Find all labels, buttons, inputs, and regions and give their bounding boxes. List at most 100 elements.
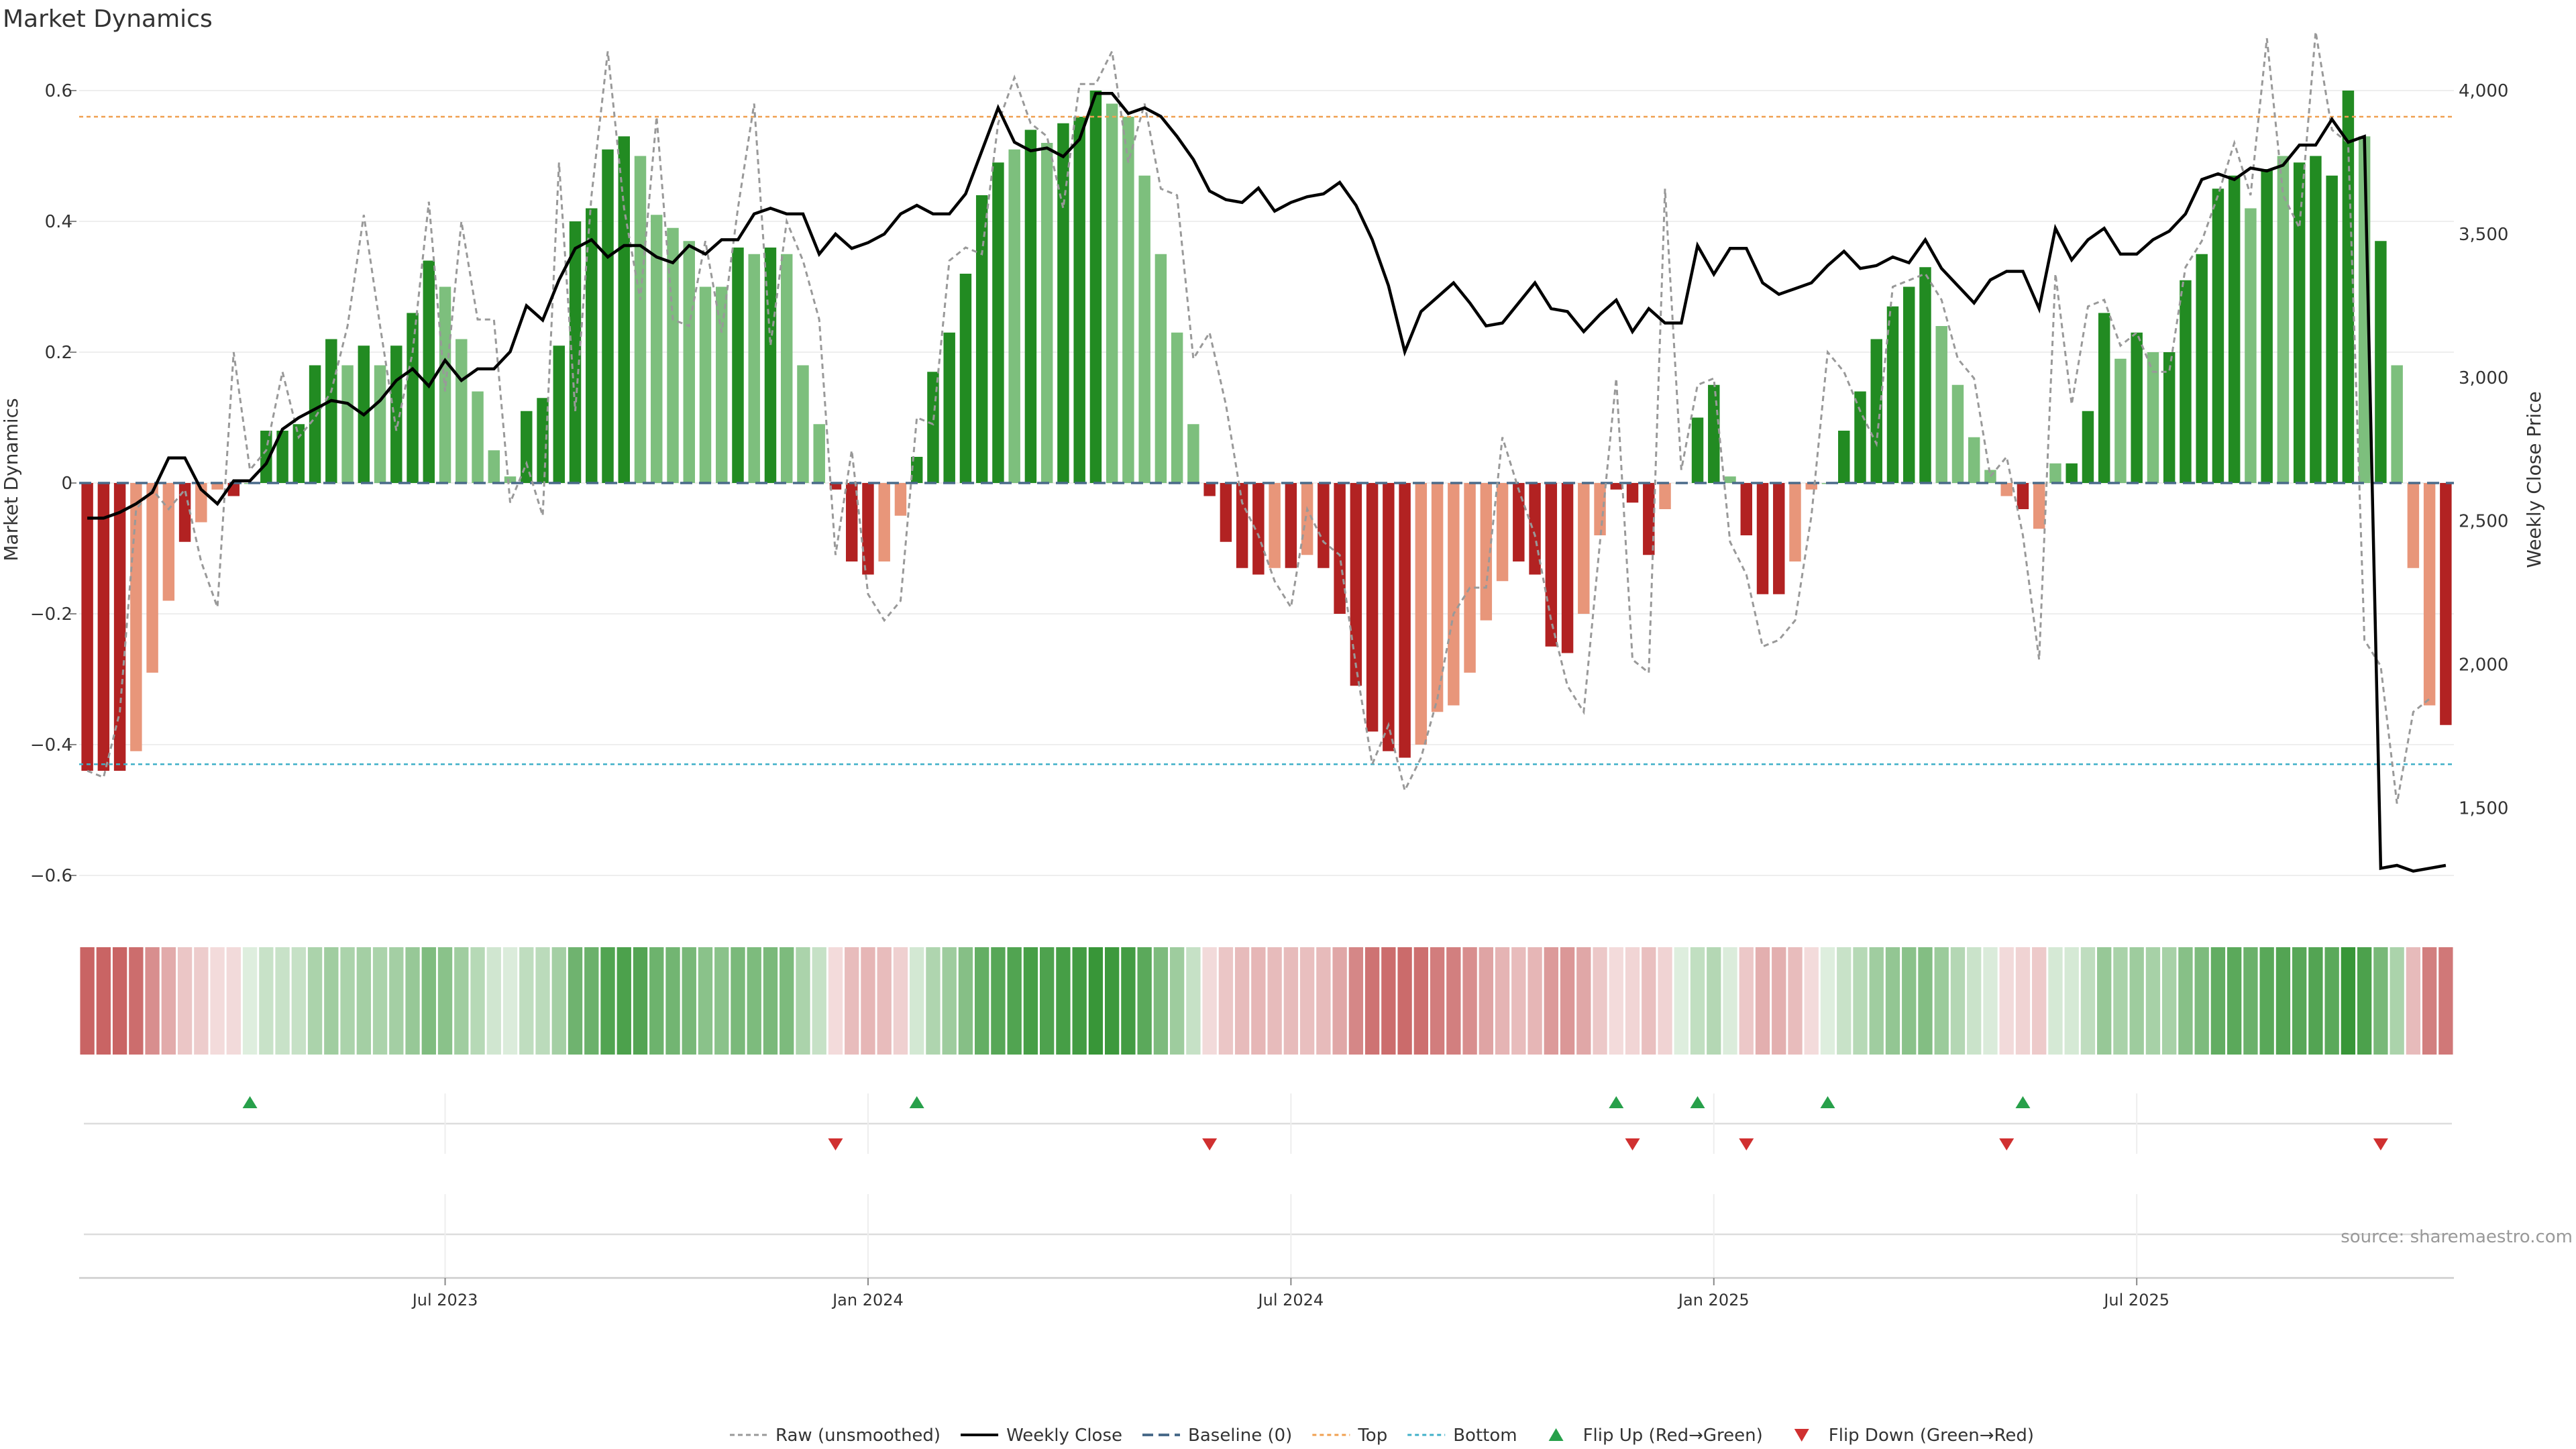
flip-up-marker — [1820, 1096, 1835, 1108]
dynamics-bar — [732, 248, 744, 483]
legend-item-close: Weekly Close — [961, 1426, 1122, 1446]
y2-tick-label: 2,500 — [2459, 512, 2508, 532]
heat-cell — [796, 947, 810, 1055]
heat-cell — [812, 947, 826, 1055]
heat-cell — [2097, 947, 2112, 1055]
dynamics-bar — [1383, 483, 1395, 751]
dynamics-bar — [537, 398, 549, 483]
right-y-axis-label: Weekly Close Price — [2523, 391, 2545, 568]
heat-cell — [437, 947, 453, 1055]
flip-markers-panel — [84, 1093, 2452, 1278]
heat-cell — [1283, 947, 1299, 1055]
dynamics-bar — [862, 483, 874, 575]
heat-cell — [714, 947, 729, 1055]
dynamics-bar — [1155, 254, 1167, 483]
heat-cell — [259, 947, 274, 1055]
heat-cell — [1169, 947, 1185, 1055]
heat-cell — [502, 947, 518, 1055]
dynamics-bar — [748, 254, 760, 483]
heat-cell — [1495, 947, 1510, 1055]
heat-cell — [1007, 947, 1022, 1055]
x-tick-label: Jan 2024 — [831, 1291, 904, 1309]
dynamics-bar — [2131, 332, 2143, 483]
heat-cell — [2324, 947, 2339, 1055]
dynamics-bar — [1318, 483, 1330, 568]
dynamics-bar — [1724, 476, 1736, 483]
dynamics-bar — [1350, 483, 1362, 686]
heat-cell — [2275, 947, 2291, 1055]
flip-down-marker — [1999, 1138, 2015, 1150]
heat-cell — [226, 947, 241, 1055]
heat-cell — [2178, 947, 2193, 1055]
dynamics-bar — [1886, 306, 1899, 483]
heat-cell — [1234, 947, 1250, 1055]
heat-cell — [1267, 947, 1282, 1055]
heat-cell — [1885, 947, 1900, 1055]
legend-label: Raw (unsmoothed) — [775, 1426, 941, 1446]
heat-cell — [1707, 947, 1721, 1055]
heat-cell — [242, 947, 258, 1055]
heat-cell — [1576, 947, 1591, 1055]
flip-up-marker — [1690, 1096, 1705, 1108]
heat-cell — [1218, 947, 1234, 1055]
dynamics-bar — [1334, 483, 1346, 614]
dynamics-bar — [1805, 483, 1817, 490]
dynamics-bar — [2000, 483, 2012, 496]
dynamics-bar — [1756, 483, 1769, 594]
dynamics-bar — [211, 483, 223, 490]
heat-cell — [210, 947, 225, 1055]
heat-cell — [1658, 947, 1672, 1055]
dynamics-bar — [651, 215, 663, 483]
dynamics-bar — [1789, 483, 1801, 561]
heat-cell — [893, 947, 908, 1055]
heat-cell — [1625, 947, 1640, 1055]
heat-cell — [307, 947, 323, 1055]
x-axis-ticks: Jul 2023 Jan 2024 Jul 2024 Jan 2025 Jul 2025 — [79, 1277, 2454, 1309]
heat-cell — [861, 947, 875, 1055]
y-tick-label: −0.6 — [30, 866, 72, 886]
y2-tick-label: 3,000 — [2459, 368, 2508, 388]
legend-label: Top — [1357, 1426, 1387, 1446]
raw-series-line — [87, 32, 2430, 804]
dynamics-bar — [2326, 175, 2338, 483]
heat-cell — [291, 947, 306, 1055]
heat-cell — [1593, 947, 1607, 1055]
heat-cell — [275, 947, 290, 1055]
heat-cell — [372, 947, 388, 1055]
heat-cell — [177, 947, 193, 1055]
dynamics-bar — [162, 483, 175, 601]
heat-cell — [665, 947, 680, 1055]
heat-cell — [519, 947, 534, 1055]
heat-cell — [845, 947, 859, 1055]
heat-cell — [340, 947, 355, 1055]
heat-cell — [161, 947, 176, 1055]
heat-cell — [2194, 947, 2209, 1055]
heat-cell — [2292, 947, 2307, 1055]
dynamics-bar — [1838, 431, 1850, 483]
heat-cell — [405, 947, 420, 1055]
dynamics-bar — [1220, 483, 1232, 542]
heat-cell — [958, 947, 973, 1055]
dynamics-bar — [1285, 483, 1297, 568]
dynamics-bar — [845, 483, 858, 561]
dynamics-bar — [797, 365, 809, 483]
heat-cell — [2129, 947, 2144, 1055]
heat-cell — [1462, 947, 1477, 1055]
dynamics-bar — [910, 457, 923, 483]
dynamics-bar — [1171, 332, 1183, 483]
heat-cell — [1348, 947, 1364, 1055]
heat-cell — [2227, 947, 2242, 1055]
heat-cell — [2373, 947, 2388, 1055]
reference-lines — [79, 115, 2454, 765]
dynamics-bar — [1187, 424, 1199, 483]
dynamics-bar — [1203, 483, 1216, 496]
heat-cell — [470, 947, 485, 1055]
dynamics-bar — [1968, 437, 1980, 483]
dynamics-bar — [1626, 483, 1639, 503]
heat-cell — [1788, 947, 1803, 1055]
heat-cell — [2438, 947, 2453, 1055]
flip-up-marker — [242, 1096, 258, 1108]
right-y-axis-ticks: 4,000 3,500 3,000 2,500 2,000 1,500 — [2459, 81, 2508, 818]
heat-cell — [2259, 947, 2274, 1055]
